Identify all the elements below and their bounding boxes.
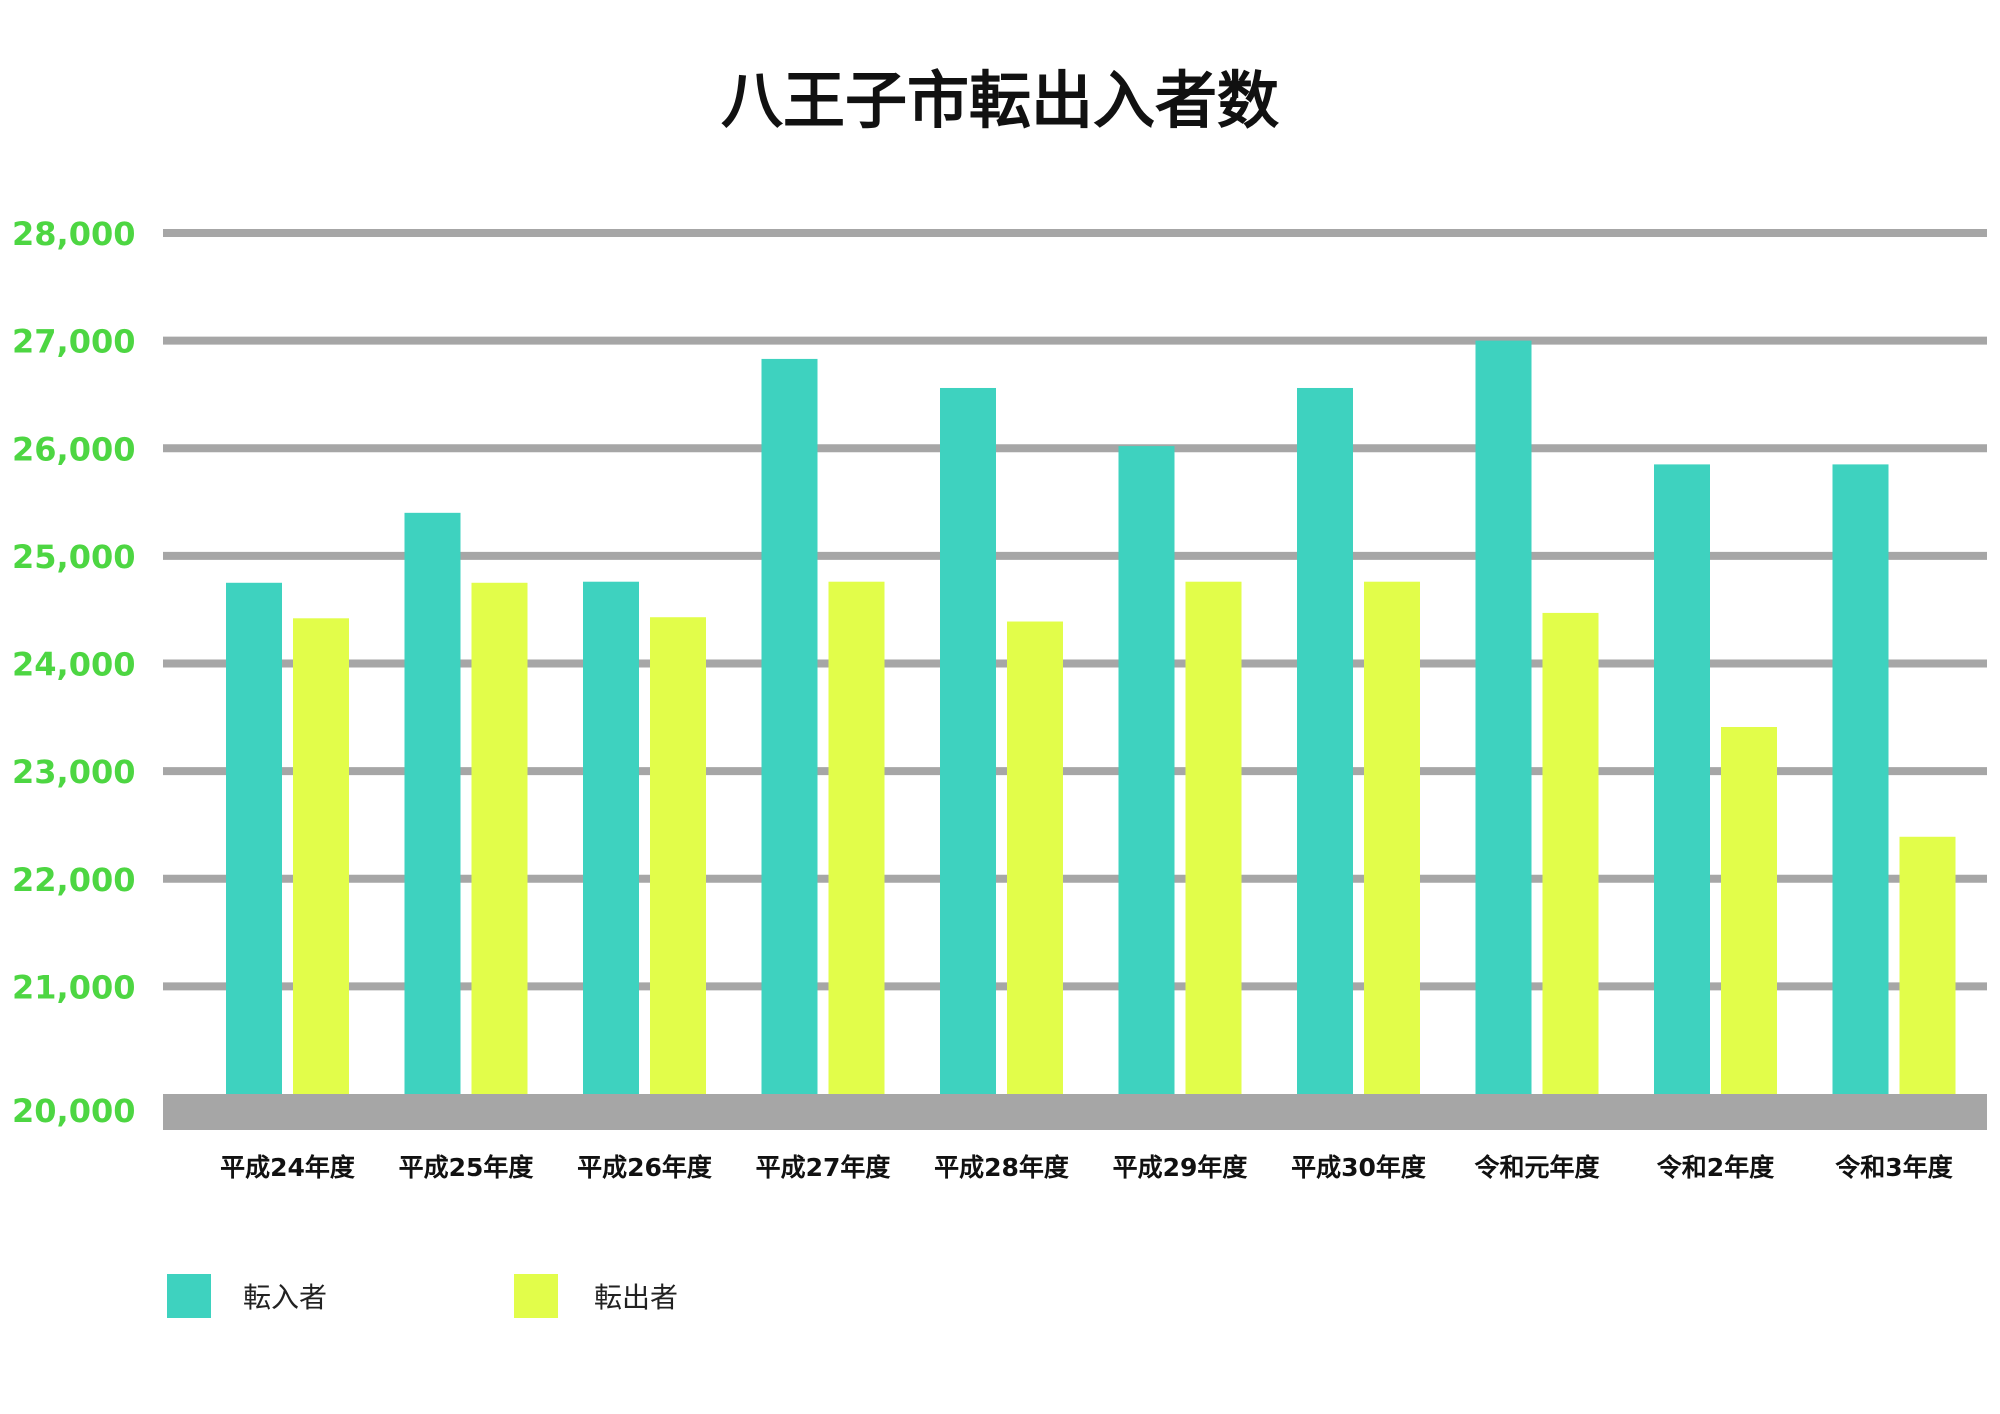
bar-inflow <box>583 581 639 1094</box>
bar-outflow <box>1899 836 1956 1094</box>
bar-inflow <box>404 512 461 1094</box>
x-tick-label: 平成30年度 <box>1291 1153 1426 1182</box>
y-tick-label: 25,000 <box>12 538 135 576</box>
legend-label: 転入者 <box>243 1281 327 1314</box>
bar-outflow <box>293 618 349 1094</box>
x-tick-label: 令和元年度 <box>1474 1153 1599 1182</box>
bar-outflow <box>1542 612 1599 1094</box>
x-tick-label: 平成28年度 <box>934 1153 1069 1182</box>
chart-title: 八王子市転出入者数 <box>721 64 1279 137</box>
bar-outflow <box>471 582 528 1094</box>
x-axis-tick-labels: 平成24年度 平成25年度 平成26年度 平成27年度 平成28年度 平成29年度 平成30… <box>220 1153 1953 1182</box>
x-tick-label: 平成29年度 <box>1113 1153 1248 1182</box>
bar-inflow <box>1832 464 1889 1094</box>
x-axis-baseline <box>163 1094 1987 1130</box>
y-tick-label: 22,000 <box>12 861 135 899</box>
y-tick-label: 21,000 <box>12 968 135 1006</box>
y-tick-label: 27,000 <box>12 323 135 361</box>
bar-inflow <box>1475 340 1532 1094</box>
x-tick-label: 令和3年度 <box>1835 1153 1952 1182</box>
y-tick-label: 26,000 <box>12 430 135 468</box>
legend: 転入者 転出者 <box>167 1274 678 1318</box>
legend-swatch <box>514 1274 558 1318</box>
bar-inflow <box>761 358 818 1094</box>
y-axis-tick-labels: 20,000 21,000 22,000 23,000 24,000 25,000 26,0… <box>12 215 135 1130</box>
legend-label: 転出者 <box>594 1281 678 1314</box>
y-tick-label: 28,000 <box>12 215 135 253</box>
legend-swatch <box>167 1274 211 1318</box>
grid <box>163 229 1987 1130</box>
bar-inflow <box>1297 387 1353 1095</box>
x-tick-label: 令和2年度 <box>1657 1153 1774 1182</box>
bar-outflow <box>1364 581 1420 1094</box>
bar-inflow <box>1118 446 1175 1094</box>
bar-inflow <box>1654 464 1710 1094</box>
bars <box>226 340 1956 1095</box>
bar-outflow <box>828 581 885 1094</box>
bar-outflow <box>1007 621 1063 1094</box>
y-tick-label: 23,000 <box>12 753 135 791</box>
x-tick-label: 平成26年度 <box>577 1153 712 1182</box>
bar-outflow <box>1721 726 1777 1094</box>
x-tick-label: 平成27年度 <box>756 1153 891 1182</box>
y-tick-label: 24,000 <box>12 646 135 684</box>
bar-inflow <box>226 582 282 1094</box>
bar-inflow <box>940 387 996 1095</box>
bar-outflow <box>1185 581 1242 1094</box>
x-tick-label: 平成25年度 <box>399 1153 534 1182</box>
x-tick-label: 平成24年度 <box>220 1153 355 1182</box>
bar-outflow <box>650 617 706 1094</box>
y-tick-label: 20,000 <box>12 1092 135 1130</box>
